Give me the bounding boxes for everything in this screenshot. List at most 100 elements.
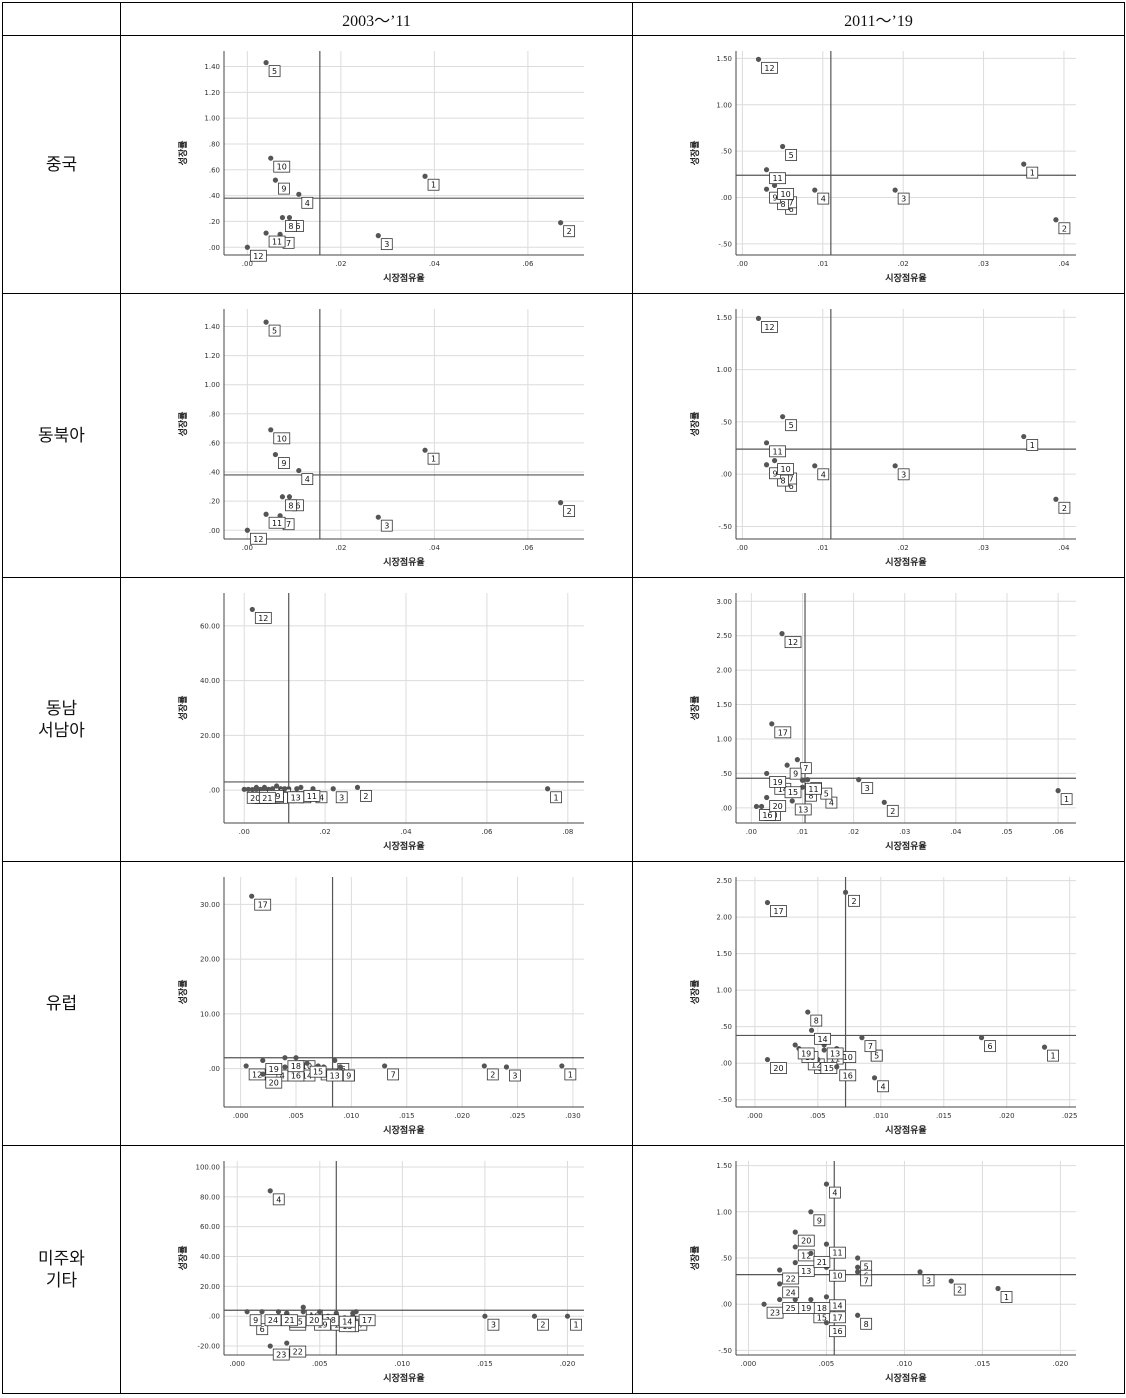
data-label-8: 8 (288, 222, 293, 231)
data-label-20: 20 (801, 1236, 811, 1245)
y-tick-label: -.50 (718, 240, 732, 248)
y-tick-label: .80 (208, 410, 219, 418)
y-tick-label: 80.00 (199, 1193, 219, 1201)
y-tick-label: .80 (208, 140, 219, 148)
x-tick-label: .015 (477, 1360, 493, 1368)
y-tick-label: 60.00 (199, 622, 219, 630)
data-label-box-12 (760, 61, 778, 74)
data-label-6: 6 (295, 222, 300, 231)
x-axis-label: 시장점유율 (383, 840, 424, 852)
data-label-7: 7 (803, 764, 808, 773)
data-point-23 (267, 1342, 273, 1349)
data-label-2: 2 (490, 1070, 495, 1079)
data-label-1: 1 (1050, 1051, 1055, 1060)
data-label-11: 11 (808, 784, 818, 793)
data-label-box-18 (287, 1059, 304, 1072)
data-label-22: 22 (785, 1274, 795, 1283)
x-tick-label: .02 (335, 260, 346, 268)
data-label-2: 2 (566, 227, 571, 236)
data-label-1: 1 (1003, 1292, 1008, 1301)
data-label-10: 10 (301, 1062, 311, 1071)
y-tick-label: .60 (208, 439, 219, 447)
data-label-box-21 (280, 1313, 298, 1326)
y-tick-label: .00 (720, 470, 731, 478)
x-tick-label: .000 (740, 1360, 756, 1368)
y-axis-label: 성장률 (177, 140, 189, 165)
x-tick-label: .010 (343, 1112, 359, 1120)
data-label-11: 11 (306, 791, 316, 800)
x-tick-label: .005 (818, 1360, 834, 1368)
y-axis-label: 성장률 (177, 411, 189, 436)
y-tick-label: 60.00 (199, 1223, 219, 1231)
data-label-box-1 (1060, 792, 1073, 805)
data-label-9: 9 (281, 184, 286, 193)
x-tick-label: .04 (400, 828, 412, 836)
y-tick-label: 1.00 (716, 986, 732, 994)
y-tick-label: 1.00 (716, 1208, 732, 1216)
data-label-box-11 (768, 171, 786, 184)
data-label-box-1 (427, 452, 439, 465)
data-point-21 (807, 1250, 813, 1256)
data-label-box-19 (768, 775, 786, 788)
data-point-2 (531, 1313, 537, 1319)
data-label-box-1 (1000, 1290, 1012, 1303)
data-point-7 (854, 1268, 860, 1274)
data-label-box-24 (264, 1313, 281, 1326)
data-label-8: 8 (288, 501, 293, 510)
data-label-box-12 (784, 635, 801, 648)
y-tick-label: .50 (720, 1254, 731, 1262)
x-tick-label: .02 (897, 260, 908, 268)
data-point-3 (892, 186, 898, 193)
data-label-box-5 (268, 324, 280, 337)
y-tick-label: .20 (208, 217, 219, 225)
data-label-20: 20 (250, 793, 260, 802)
data-label-box-20 (797, 1234, 815, 1247)
data-label-22: 22 (292, 1347, 302, 1356)
data-label-5: 5 (272, 326, 277, 335)
x-tick-label: .020 (1052, 1360, 1068, 1368)
data-point-21 (253, 786, 259, 792)
data-label-7: 7 (863, 1276, 868, 1285)
data-label-2: 2 (1061, 224, 1066, 233)
data-label-box-2 (1058, 221, 1070, 234)
data-point-20 (300, 1308, 306, 1314)
data-point-15 (303, 1060, 310, 1066)
data-point-24 (258, 1308, 265, 1314)
data-point-10 (771, 457, 777, 463)
data-label-box-17 (773, 725, 791, 738)
data-point-16 (245, 786, 251, 792)
data-point-5 (262, 59, 269, 65)
data-point-3 (330, 785, 336, 791)
data-label-7: 7 (286, 520, 291, 529)
data-label-box-10 (272, 431, 290, 444)
data-label-box-2 (847, 894, 860, 907)
data-label-10: 10 (276, 162, 286, 171)
data-label-16: 16 (762, 810, 772, 819)
data-point-3 (892, 462, 898, 468)
data-label-14: 14 (832, 1301, 842, 1310)
y-tick-label: 1.00 (716, 101, 732, 109)
x-tick-label: .000 (232, 1112, 248, 1120)
data-label-box-8 (809, 1014, 822, 1026)
data-point-2 (557, 219, 563, 225)
data-point-3 (375, 232, 381, 238)
data-label-20: 20 (772, 802, 782, 811)
y-tick-label: 30.00 (199, 900, 219, 908)
data-label-1: 1 (553, 793, 558, 802)
data-label-3: 3 (339, 793, 344, 802)
x-axis-label: 시장점유율 (885, 1124, 926, 1136)
x-tick-label: .01 (817, 544, 828, 552)
data-label-box-1 (569, 1318, 582, 1331)
data-label-box-10 (272, 160, 290, 173)
data-label-12: 12 (764, 322, 774, 331)
data-label-box-11 (268, 516, 285, 529)
y-tick-label: 1.40 (204, 322, 220, 330)
data-point-18 (316, 1308, 322, 1314)
data-label-4: 4 (820, 194, 825, 203)
data-label-7: 7 (788, 198, 793, 207)
data-label-box-6 (255, 1322, 268, 1335)
data-label-7: 7 (867, 1042, 872, 1051)
data-point-20 (792, 1229, 798, 1235)
data-point-12 (755, 56, 761, 62)
data-label-21: 21 (262, 793, 272, 802)
